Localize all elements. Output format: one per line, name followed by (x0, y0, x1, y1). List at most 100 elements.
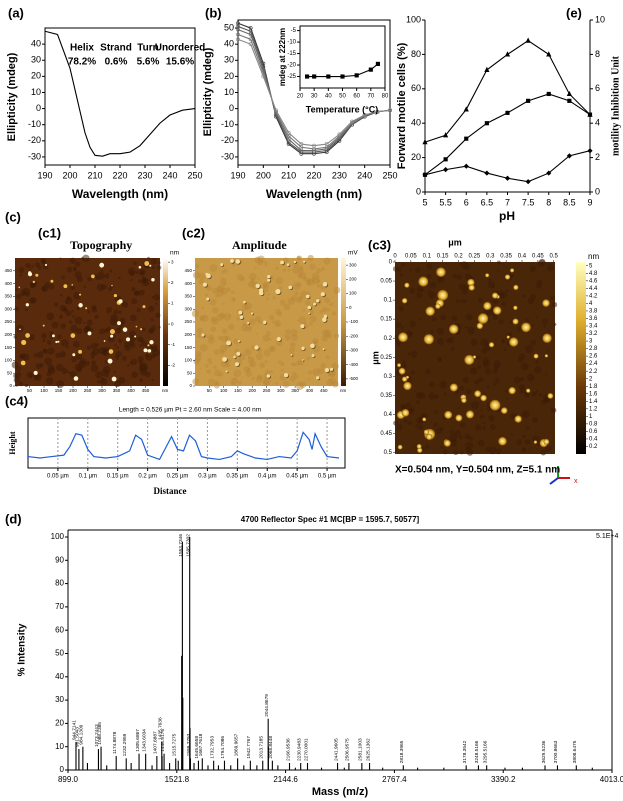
texture (133, 290, 140, 297)
peak-label: 1448.9176 (160, 729, 166, 752)
particle (255, 283, 260, 289)
y-tick-label: 300 (184, 306, 192, 311)
texture (440, 314, 447, 321)
y-tick-label: -10 (221, 119, 234, 129)
texture (21, 293, 24, 296)
texture (324, 297, 331, 304)
particle (290, 353, 293, 356)
particle (44, 263, 48, 267)
texture (468, 436, 474, 442)
texture (463, 377, 469, 384)
particle (135, 325, 138, 328)
x-tick-label: 0.25 (469, 254, 481, 260)
texture (409, 268, 412, 271)
y-tick-label: 400 (4, 281, 12, 286)
y-axis-label: Height (8, 431, 17, 454)
texture (467, 326, 475, 335)
texture (228, 323, 235, 331)
texture (200, 343, 208, 352)
particle (435, 303, 441, 309)
texture (277, 311, 283, 317)
texture (207, 358, 212, 363)
texture (431, 316, 437, 322)
texture (464, 325, 468, 329)
texture (530, 339, 537, 346)
colorbar (576, 262, 586, 454)
peak-label: 1515.7275 (172, 733, 178, 756)
particle (322, 317, 327, 322)
texture (86, 319, 93, 326)
texture (42, 348, 47, 353)
texture (307, 254, 314, 262)
x-tick-label: 0.15 (437, 254, 449, 260)
texture (328, 303, 331, 306)
texture (484, 368, 492, 375)
texture (488, 278, 492, 282)
colorbar-label: -500 (349, 376, 359, 381)
particle (143, 348, 148, 353)
y-tick-label: 20 (31, 71, 41, 81)
texture (99, 328, 105, 335)
texture (195, 263, 200, 269)
marker (248, 42, 253, 47)
texture (96, 277, 100, 281)
texture (33, 373, 42, 382)
texture (265, 297, 269, 301)
plot-frame (27, 417, 346, 469)
x-tick-label: 0 (393, 254, 397, 260)
texture (310, 309, 315, 315)
panel-label: (c4) (5, 393, 28, 408)
particle (118, 299, 123, 304)
particle (225, 370, 228, 373)
marker (354, 73, 359, 78)
texture (494, 364, 500, 370)
texture (15, 383, 19, 387)
colorbar (163, 258, 168, 386)
texture (141, 327, 146, 332)
texture (66, 266, 73, 273)
plot-frame (237, 19, 391, 166)
particle (464, 354, 475, 365)
texture (155, 302, 158, 306)
particle (250, 312, 254, 315)
marker (236, 37, 240, 42)
marker (422, 139, 428, 145)
y-axis-label: % Intensity (17, 623, 28, 676)
texture (131, 286, 136, 292)
peak-label: 961.5043 (75, 727, 81, 747)
texture (35, 262, 40, 268)
particle (276, 337, 281, 342)
texture (106, 306, 112, 313)
texture (241, 324, 248, 332)
texture (526, 373, 535, 382)
texture (306, 357, 311, 361)
y-tick-label: 20 (224, 71, 234, 81)
particle (109, 329, 115, 335)
particle (322, 282, 328, 287)
texture (428, 392, 436, 400)
colorbar-label: 1.4 (589, 399, 598, 405)
texture (551, 301, 558, 308)
texture (425, 444, 430, 450)
texture (437, 337, 445, 346)
particle (42, 324, 45, 327)
y-tick-label: 150 (4, 345, 12, 350)
particle (485, 273, 490, 278)
texture (221, 328, 228, 334)
peak-label: 2068.8448 (268, 736, 274, 759)
x-tick-label: 0.15 µm (107, 474, 129, 480)
texture (244, 302, 253, 310)
texture (409, 407, 415, 412)
particle (122, 327, 128, 332)
y-tick-label: 80 (411, 49, 421, 59)
texture (486, 406, 491, 412)
texture (293, 363, 297, 367)
texture (46, 312, 55, 321)
particle (267, 278, 271, 282)
texture (257, 277, 260, 280)
marker (566, 153, 572, 159)
texture (138, 289, 145, 296)
texture (36, 351, 44, 358)
texture (130, 358, 138, 366)
y-tick-label: 100 (4, 358, 12, 363)
